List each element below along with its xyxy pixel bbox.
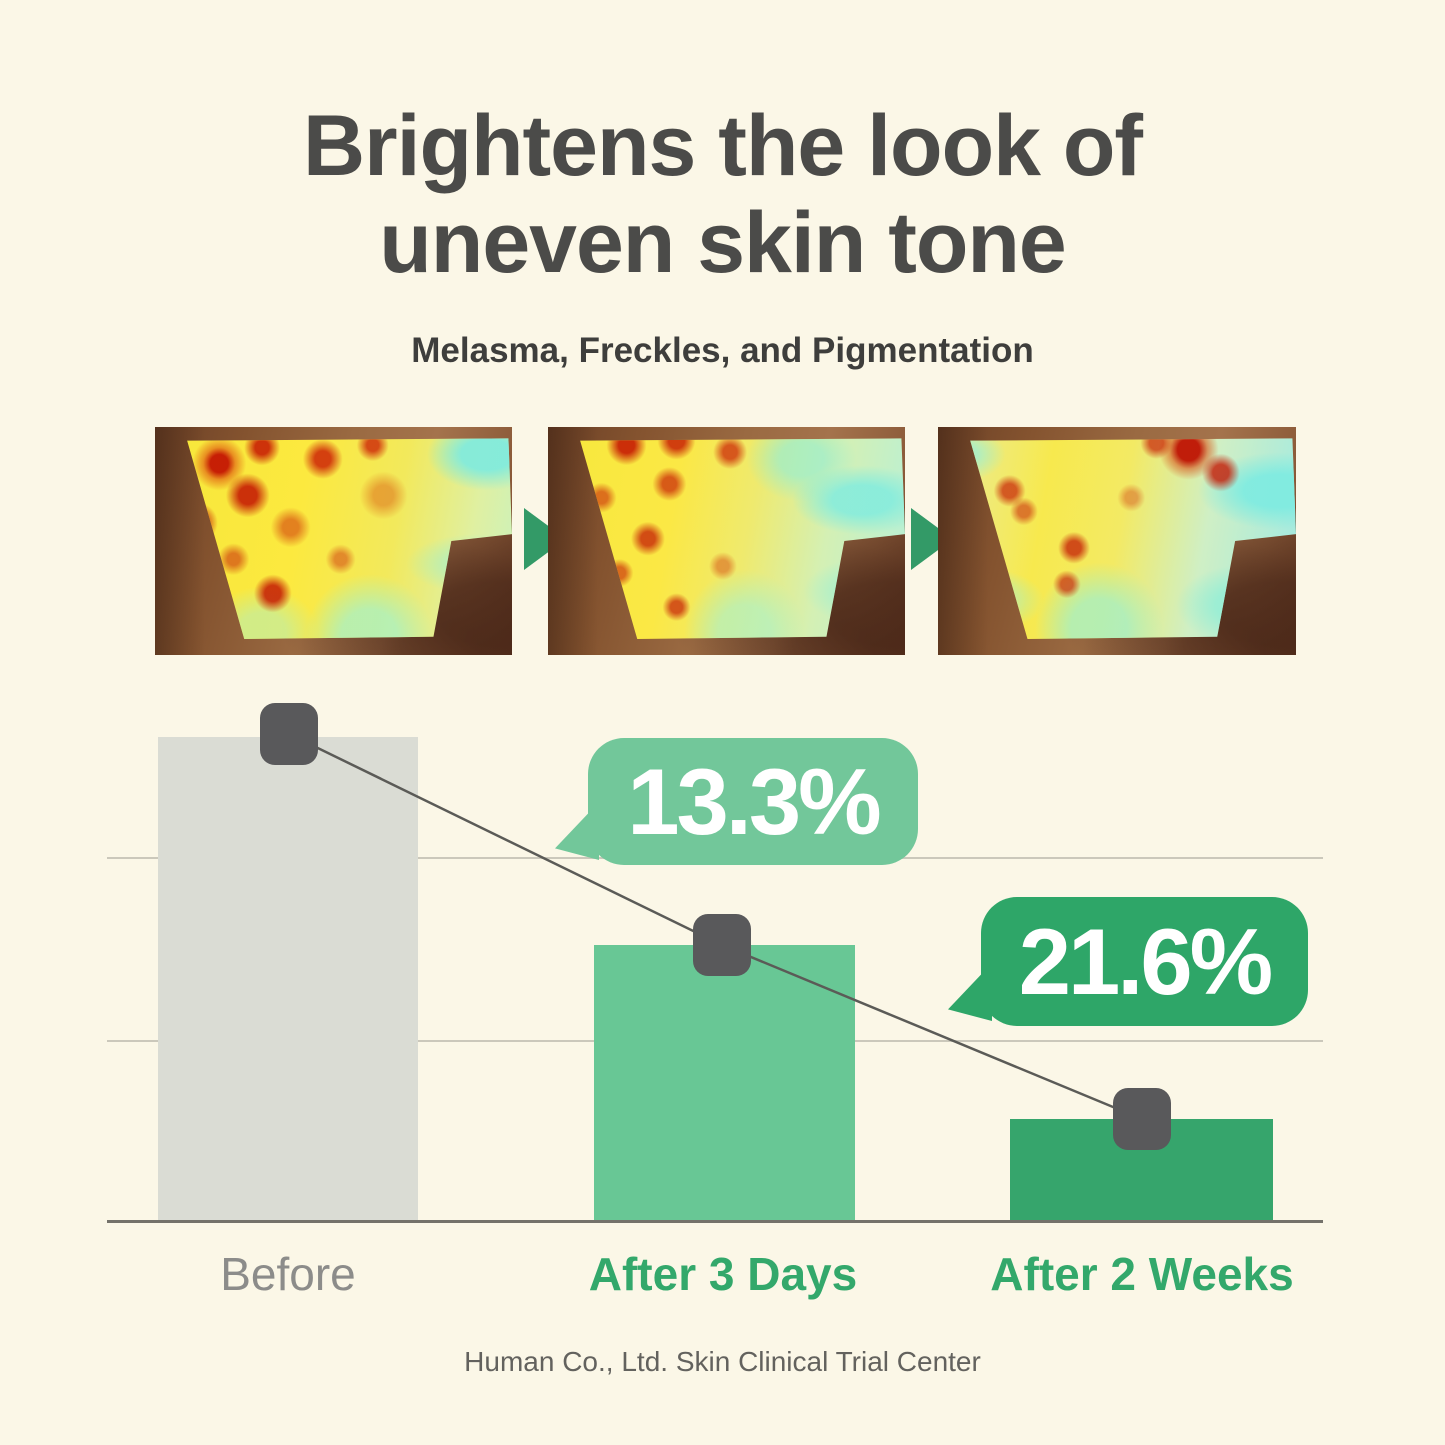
bar-after-3-days bbox=[594, 945, 855, 1221]
skin-photo-after-2-weeks bbox=[938, 427, 1296, 655]
marker-after-2-weeks bbox=[1113, 1088, 1171, 1150]
marker-after-3-days bbox=[693, 914, 751, 976]
page-title: Brightens the look of uneven skin tone bbox=[0, 98, 1445, 292]
page-subtitle: Melasma, Freckles, and Pigmentation bbox=[411, 331, 1034, 370]
category-label-before: Before bbox=[220, 1248, 356, 1300]
marker-before bbox=[260, 703, 318, 765]
callout-value: 21.6% bbox=[1018, 908, 1274, 1014]
x-axis-baseline bbox=[107, 1220, 1323, 1223]
category-label-after-3-days: After 3 Days bbox=[588, 1248, 858, 1300]
category-label-after-2-weeks: After 2 Weeks bbox=[990, 1248, 1294, 1300]
callout-21-6-percent: 21.6% bbox=[948, 897, 1308, 1026]
bubble-tail bbox=[948, 963, 992, 1021]
callout-value: 13.3% bbox=[627, 748, 882, 854]
skin-photo-after-3-days bbox=[548, 427, 905, 655]
title-line-1: Brightens the look of bbox=[303, 98, 1143, 194]
skin-photo-before bbox=[155, 427, 512, 655]
title-line-2: uneven skin tone bbox=[379, 195, 1067, 292]
bar-before bbox=[158, 737, 418, 1221]
source-credit: Human Co., Ltd. Skin Clinical Trial Cent… bbox=[464, 1346, 981, 1377]
callout-13-3-percent: 13.3% bbox=[555, 738, 918, 865]
bubble-tail bbox=[555, 802, 599, 860]
